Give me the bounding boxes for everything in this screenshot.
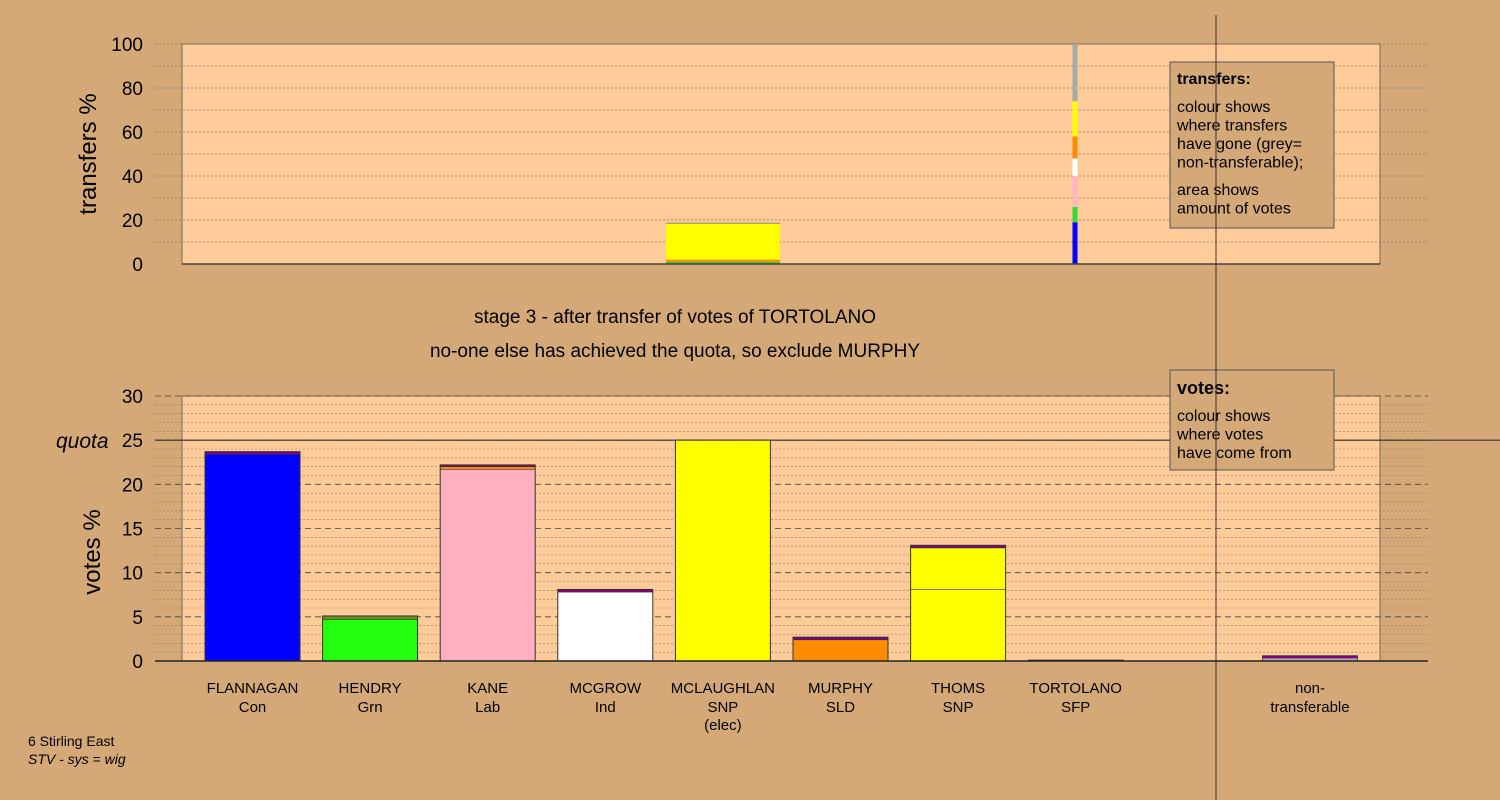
candidate-party-label: SLD bbox=[826, 699, 855, 716]
candidate-party-label: Grn bbox=[358, 699, 383, 716]
votes-tick-label: 5 bbox=[132, 608, 143, 629]
votes-tick-label: 25 bbox=[122, 431, 143, 452]
transfers-legend-line: colour shows bbox=[1177, 99, 1270, 116]
transfer-key-swatch bbox=[1072, 176, 1078, 207]
candidate-name-label: MCLAUGHLAN bbox=[671, 680, 775, 697]
vote-bar-segment bbox=[322, 615, 418, 620]
candidate-party-label: SNP bbox=[943, 699, 974, 716]
transfers-tick-label: 0 bbox=[132, 255, 143, 276]
vote-bar-segment bbox=[557, 592, 653, 661]
candidate-name-label: FLANNAGAN bbox=[207, 680, 299, 697]
nontransferable-bar-segment bbox=[1262, 658, 1358, 661]
transfer-key-swatch bbox=[1072, 136, 1078, 159]
candidate-name-label: KANE bbox=[467, 680, 508, 697]
candidate-party-label: Lab bbox=[475, 699, 500, 716]
stage-title: stage 3 - after transfer of votes of TOR… bbox=[474, 307, 876, 328]
votes-tick-label: 0 bbox=[132, 652, 143, 673]
stage-subtitle: no-one else has achieved the quota, so e… bbox=[430, 341, 920, 362]
transfer-key-swatch bbox=[1072, 158, 1078, 176]
votes-tick-label: 15 bbox=[122, 520, 143, 541]
votes-legend-line: where votes bbox=[1176, 427, 1263, 444]
candidate-party-label: Ind bbox=[595, 699, 616, 716]
votes-tick-label: 30 bbox=[122, 387, 143, 408]
quota-label: quota bbox=[56, 430, 109, 453]
transfers-tick-label: 60 bbox=[122, 123, 143, 144]
footer-system: STV - sys = wig bbox=[28, 751, 126, 767]
candidate-name-label: MURPHY bbox=[808, 680, 873, 697]
transfers-legend-line: have gone (grey= bbox=[1177, 136, 1302, 153]
votes-legend-line: colour shows bbox=[1177, 408, 1270, 425]
candidate-name-label: TORTOLANO bbox=[1029, 680, 1122, 697]
votes-legend-box bbox=[1169, 369, 1335, 471]
transfers-axis-label: transfers % bbox=[75, 93, 102, 214]
candidate-party-label: SNP bbox=[707, 699, 738, 716]
vote-bar-segment bbox=[793, 637, 888, 640]
vote-bar-segment bbox=[205, 451, 300, 455]
candidate-name-label: THOMS bbox=[931, 680, 985, 697]
vote-bar-segment bbox=[910, 545, 1006, 548]
transfer-key-swatch bbox=[1072, 101, 1078, 137]
candidate-name-label: HENDRY bbox=[339, 680, 402, 697]
votes-legend-title: votes: bbox=[1177, 378, 1230, 398]
transfer-bar-segment bbox=[665, 223, 780, 260]
transfers-legend-line: area shows bbox=[1177, 182, 1259, 199]
votes-tick-label: 20 bbox=[122, 475, 143, 496]
transfers-legend-title: transfers: bbox=[1177, 71, 1251, 88]
transfers-legend-box bbox=[1169, 61, 1335, 229]
transfers-tick-label: 80 bbox=[122, 79, 143, 100]
vote-bar-segment bbox=[557, 589, 653, 593]
nontransferable-label-line2: transferable bbox=[1270, 699, 1349, 716]
votes-tick-label: 10 bbox=[122, 564, 143, 585]
transfers-legend-line: where transfers bbox=[1176, 118, 1287, 135]
transfer-key-swatch bbox=[1072, 44, 1078, 102]
transfers-legend: transfers: colour shows where transfershav… bbox=[1169, 61, 1335, 229]
transfers-tick-label: 20 bbox=[122, 211, 143, 232]
vote-bar-segment bbox=[910, 547, 1006, 590]
candidate-name-label: MCGROW bbox=[569, 680, 641, 697]
transfer-bar-segment bbox=[665, 259, 780, 262]
transfer-bar-segment bbox=[665, 261, 780, 264]
transfers-tick-label: 100 bbox=[111, 35, 143, 56]
votes-axis-label: votes % bbox=[79, 509, 106, 594]
transfer-key-swatch bbox=[1072, 206, 1078, 223]
vote-bar-segment bbox=[793, 639, 888, 661]
votes-panel: 0 5 10 15 20 25 30 votes % quota FLANNAGAN Con HEND… bbox=[56, 369, 1500, 734]
transfers-legend-line: amount of votes bbox=[1177, 201, 1291, 218]
vote-bar-segment bbox=[205, 454, 300, 661]
transfers-legend-line: non-transferable); bbox=[1177, 155, 1303, 172]
vote-bar-segment bbox=[910, 589, 1006, 661]
nontransferable-label-line1: non- bbox=[1295, 680, 1325, 697]
nontransferable-bar-segment bbox=[1262, 655, 1358, 659]
candidate-party-label: SFP bbox=[1061, 699, 1090, 716]
vote-bar-segment bbox=[440, 469, 536, 661]
votes-legend-line: have come from bbox=[1177, 445, 1292, 462]
transfers-tick-label: 40 bbox=[122, 167, 143, 188]
vote-bar-segment bbox=[440, 466, 536, 470]
transfer-key-swatch bbox=[1072, 222, 1078, 264]
vote-bar-segment bbox=[322, 619, 418, 661]
transfers-panel: 0 20 40 60 80 100 transfers % transfers: colour … bbox=[75, 35, 1428, 276]
candidate-status-label: (elec) bbox=[704, 717, 742, 734]
footer-constituency: 6 Stirling East bbox=[28, 733, 114, 749]
vote-bar-segment bbox=[440, 464, 536, 467]
candidate-party-label: Con bbox=[239, 699, 267, 716]
vote-bar-segment bbox=[675, 440, 771, 661]
